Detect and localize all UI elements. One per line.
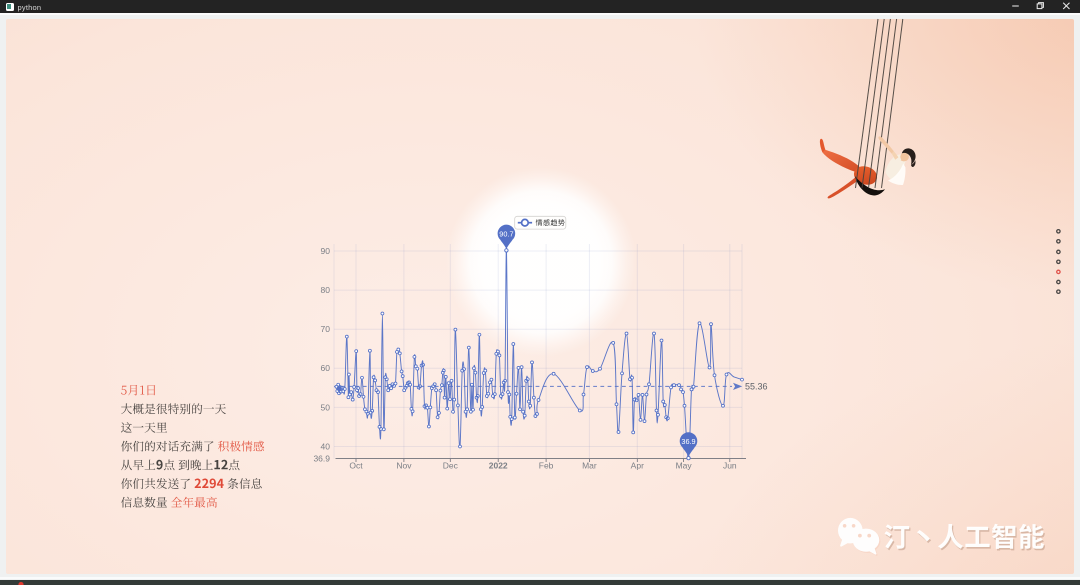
svg-text:May: May: [676, 460, 693, 470]
svg-text:50: 50: [321, 402, 331, 412]
svg-text:40: 40: [321, 441, 331, 451]
svg-text:70: 70: [321, 324, 331, 334]
svg-text:90: 90: [321, 246, 331, 256]
svg-text:Feb: Feb: [539, 460, 554, 470]
svg-text:Apr: Apr: [631, 460, 644, 470]
svg-text:80: 80: [321, 285, 331, 295]
svg-text:36.9: 36.9: [313, 454, 330, 464]
svg-text:Oct: Oct: [349, 460, 363, 470]
svg-text:36.9: 36.9: [681, 437, 695, 446]
svg-text:Nov: Nov: [396, 460, 412, 470]
svg-text:Mar: Mar: [582, 460, 597, 470]
svg-text:60: 60: [321, 363, 331, 373]
svg-text:Dec: Dec: [443, 460, 459, 470]
svg-text:Jun: Jun: [723, 460, 737, 470]
svg-text:2022: 2022: [489, 460, 508, 470]
svg-text:90.7: 90.7: [499, 230, 513, 239]
svg-text:55.36: 55.36: [745, 381, 768, 391]
